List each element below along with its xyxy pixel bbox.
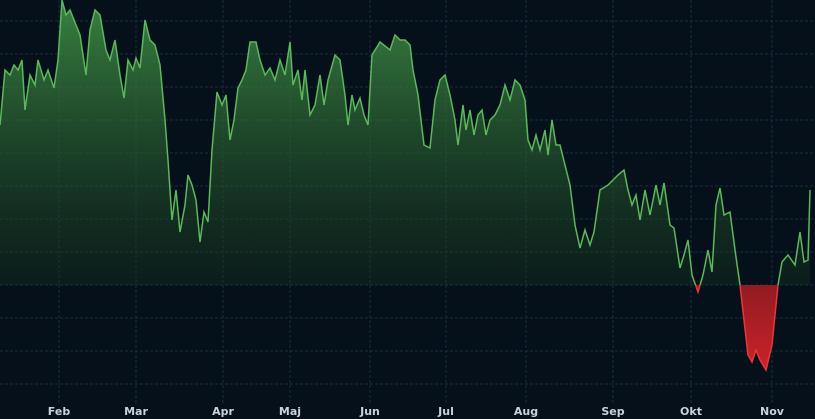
x-tick-label: Nov xyxy=(760,405,785,418)
x-tick-label: Sep xyxy=(601,405,624,418)
x-tick-label: Feb xyxy=(48,405,71,418)
x-tick-label: Apr xyxy=(212,405,234,418)
x-tick-label: Maj xyxy=(279,405,301,418)
x-tick-label: Jun xyxy=(359,405,380,418)
x-tick-label: Jul xyxy=(437,405,454,418)
x-tick-label: Okt xyxy=(680,405,702,418)
x-tick-label: Aug xyxy=(514,405,538,418)
area-positive xyxy=(0,0,810,285)
x-tick-label: Mar xyxy=(124,405,148,418)
line-positive xyxy=(0,0,811,285)
